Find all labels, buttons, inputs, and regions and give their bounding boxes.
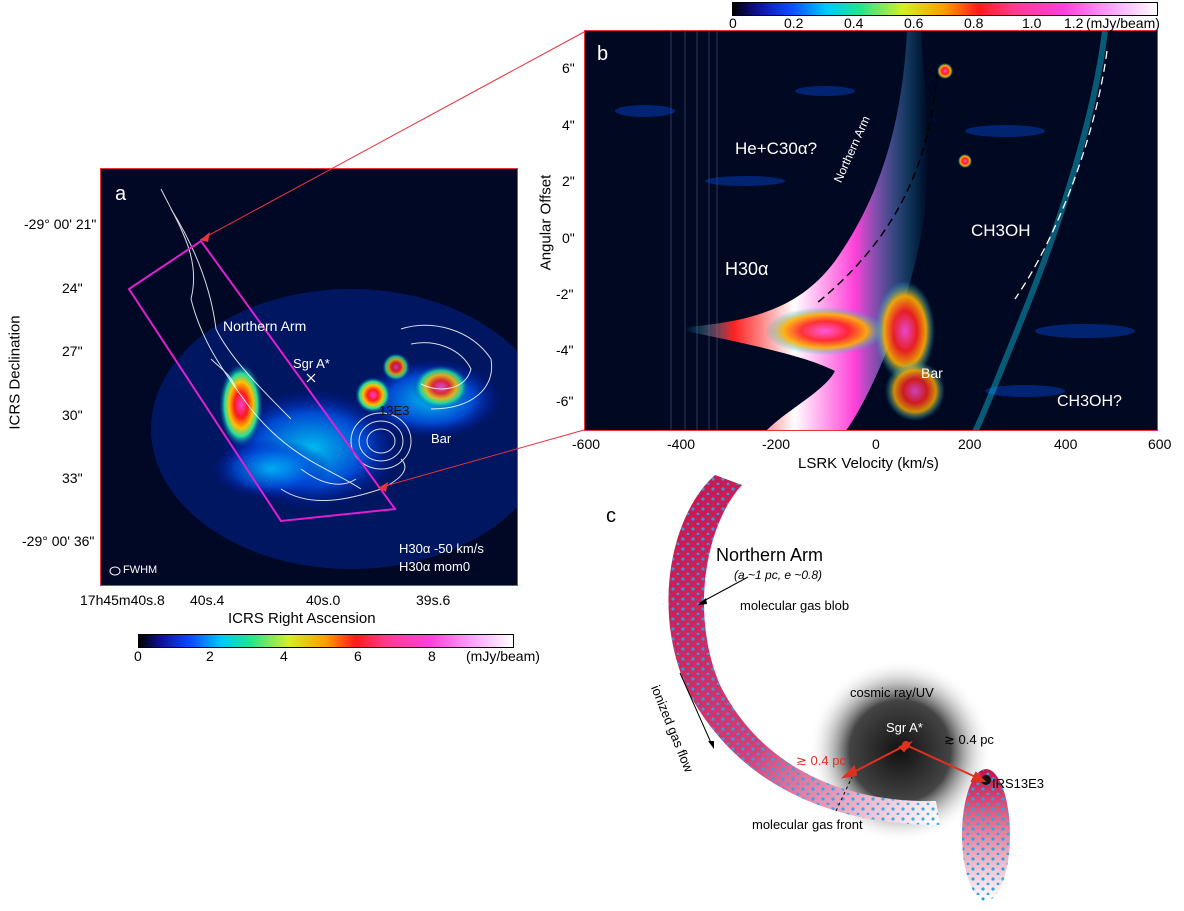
label-13e3: 13E3 [379, 403, 410, 418]
ra-tick: 39s.6 [416, 592, 451, 608]
flow-arrow [679, 672, 713, 746]
cbar-b-tick: 0.2 [784, 15, 804, 31]
cbar-b-tick: 1.2 [1064, 15, 1084, 31]
dec-tick: 30" [62, 407, 83, 423]
selection-box [127, 239, 397, 523]
label-cosmic: cosmic ray/UV [850, 685, 934, 700]
y-tick: -4" [556, 342, 574, 358]
label-dist-left: ≳ 0.4 pc [796, 753, 846, 768]
dec-tick: 27" [62, 343, 83, 359]
cbar-a-unit: (mJy/beam) [466, 648, 540, 664]
cbar-a-tick: 2 [206, 648, 214, 664]
panel-c-schematic: c Northern Arm (a ~1 pc, e ~0.8) molecul… [606, 455, 1184, 911]
panel-a-map: a Northern Arm Sgr A* 13E3 Bar FWHM H30α… [100, 168, 518, 586]
y-tick: -2" [556, 286, 574, 302]
model-curve-arm [816, 70, 938, 304]
panel-a-label: a [115, 183, 127, 205]
label-molecular-front: molecular gas front [752, 817, 863, 832]
x-tick: 400 [1054, 436, 1078, 452]
ra-tick: 17h45m40s.8 [80, 592, 165, 608]
sgr-a-marker [306, 373, 316, 383]
legend-line-1: H30α -50 km/s [399, 541, 484, 556]
x-tick: 600 [1148, 436, 1172, 452]
x-tick: 200 [958, 436, 982, 452]
x-tick: -200 [762, 436, 791, 452]
ra-tick: 40s.4 [190, 592, 225, 608]
contours [160, 188, 493, 501]
panel-c-title: Northern Arm [716, 545, 824, 565]
panel-b-colorbar [732, 2, 1158, 16]
label-northern-arm-a: Northern Arm [223, 318, 307, 334]
x-tick: 0 [872, 436, 880, 452]
panel-c-label: c [606, 505, 616, 527]
cbar-a-tick: 4 [280, 648, 288, 664]
panel-b-label: b [597, 43, 609, 65]
cbar-b-tick: 0.4 [844, 15, 864, 31]
label-bar-b: Bar [921, 365, 943, 381]
cbar-b-tick: 0.8 [964, 15, 984, 31]
panel-c-drawing [668, 475, 1010, 901]
y-tick: 0" [562, 230, 575, 246]
label-he-c: He+C30α? [735, 139, 818, 158]
cbar-b-tick: 0.6 [904, 15, 924, 31]
distance-arrows [841, 740, 987, 782]
y-tick: -6" [556, 393, 574, 409]
legend-line-2: H30α mom0 [399, 559, 471, 574]
dec-tick: -29° 00' 21" [24, 216, 97, 232]
cbar-b-tick: 1.0 [1022, 15, 1042, 31]
cbar-a-tick: 6 [354, 648, 362, 664]
front-pointer [835, 776, 853, 812]
label-ch3oh: CH3OH [971, 221, 1031, 240]
emission-peak-west [219, 363, 263, 447]
panel-a-xlabel: ICRS Right Ascension [228, 610, 376, 627]
emission-peak-irs13e3 [355, 377, 391, 413]
cbar-b-unit: (mJy/beam) [1086, 15, 1160, 31]
irs13e3-point [981, 775, 991, 785]
blob-pointer [699, 576, 749, 604]
panel-a-image [109, 188, 517, 576]
y-tick: 6" [562, 60, 575, 76]
panel-b-image [615, 31, 1135, 430]
panel-c-subtitle: (a ~1 pc, e ~0.8) [734, 568, 823, 582]
panel-b-pv-diagram: b He+C30α? Northern Arm H30α CH3OH CH3OH… [584, 30, 1158, 431]
label-fwhm: FWHM [123, 564, 158, 576]
label-irs13e3: IRS13E3 [992, 776, 1045, 791]
y-tick: 4" [562, 117, 575, 133]
dec-tick: 33" [62, 470, 83, 486]
cbar-b-tick: 0 [729, 15, 737, 31]
beam-ellipse [109, 566, 121, 576]
dec-tick: 24" [62, 280, 83, 296]
dec-tick: -29° 00' 36" [22, 533, 95, 549]
x-tick: -600 [572, 436, 601, 452]
label-bar-a: Bar [431, 431, 452, 446]
label-sgr-a-a: Sgr A* [293, 356, 330, 371]
label-h30a: H30α [725, 259, 769, 279]
panel-b-xlabel: LSRK Velocity (km/s) [798, 455, 939, 472]
ra-tick: 40s.0 [306, 592, 341, 608]
cbar-a-tick: 0 [134, 648, 142, 664]
panel-b-ylabel: Angular Offset [537, 174, 555, 271]
cbar-a-tick: 8 [428, 648, 436, 664]
panel-a-colorbar [138, 634, 514, 648]
label-sgr-a-c: Sgr A* [886, 720, 923, 735]
model-curve-ch3oh [1014, 50, 1108, 300]
label-dist-right: ≳ 0.4 pc [944, 732, 994, 747]
y-tick: 2" [562, 173, 575, 189]
label-ch3oh-q: CH3OH? [1057, 393, 1122, 410]
label-molecular-blob: molecular gas blob [740, 598, 850, 613]
x-tick: -400 [667, 436, 696, 452]
